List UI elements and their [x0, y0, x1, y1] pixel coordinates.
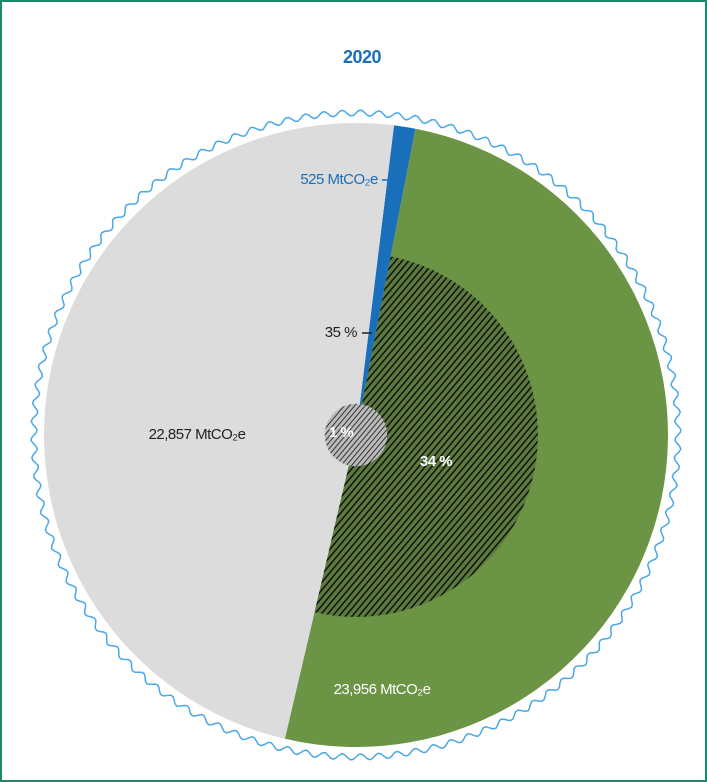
value-label: 23,956 MtCO₂e	[334, 681, 431, 698]
pie-slice	[356, 125, 416, 436]
overlay-label: 34 %	[420, 453, 452, 470]
hatched-center	[324, 403, 388, 467]
overlay-label: 35 %	[325, 324, 357, 341]
overlay-label: 1 %	[329, 424, 354, 441]
pie-slice	[43, 122, 395, 739]
value-label: 22,857 MtCO₂e	[149, 426, 246, 443]
hatched-sector	[314, 256, 538, 617]
chart-title: 2020	[343, 47, 382, 67]
wavy-border	[30, 109, 682, 761]
value-label: 525 MtCO₂e	[300, 171, 378, 188]
